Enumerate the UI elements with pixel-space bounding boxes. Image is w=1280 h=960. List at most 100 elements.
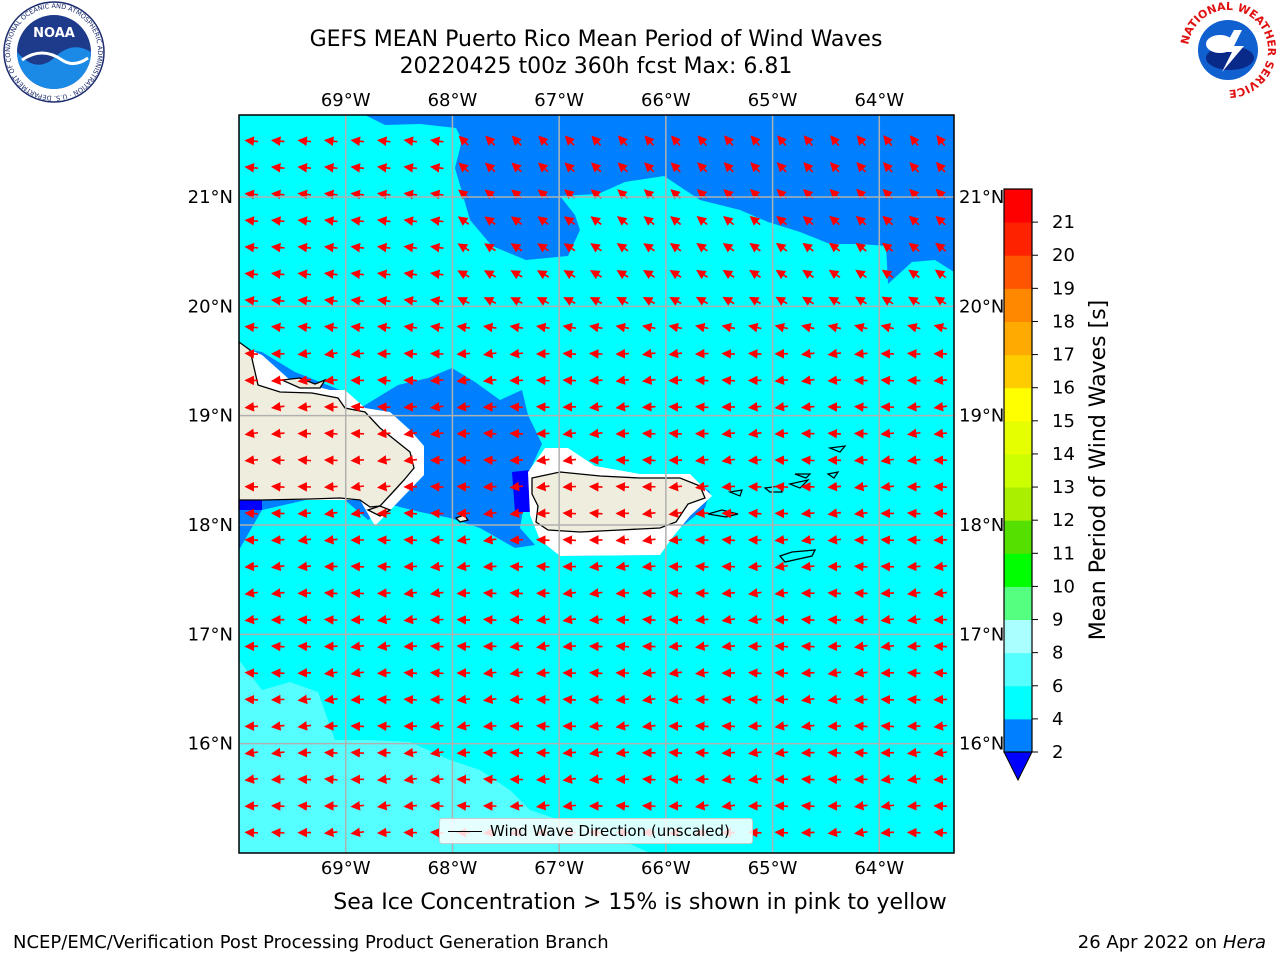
wind-wave-arrow <box>323 827 338 838</box>
wind-wave-arrow <box>484 243 496 253</box>
wind-wave-arrow <box>244 827 259 838</box>
footer-producer: NCEP/EMC/Verification Post Processing Pr… <box>13 932 609 953</box>
wind-wave-arrow <box>696 269 709 280</box>
wind-wave-arrow <box>641 801 656 811</box>
wind-wave-arrow <box>668 588 683 599</box>
wind-wave-arrow <box>457 216 470 226</box>
wind-wave-arrow <box>907 323 921 333</box>
wind-wave-arrow <box>880 481 895 492</box>
wind-wave-arrow <box>694 721 709 732</box>
wind-wave-arrow <box>668 801 683 811</box>
wind-wave-arrow <box>297 615 312 625</box>
lat-label-right: 17°N <box>959 624 1004 645</box>
wind-wave-arrow <box>403 455 418 465</box>
wind-wave-arrow <box>800 641 815 652</box>
sombrero-island <box>827 445 847 453</box>
wind-wave-arrow <box>323 269 338 279</box>
wind-wave-arrow <box>827 508 842 518</box>
wind-wave-arrow <box>509 402 524 412</box>
period-below-2-patch-west <box>239 500 262 510</box>
wind-wave-arrow <box>880 641 895 651</box>
wind-wave-arrow <box>694 561 709 572</box>
wind-wave-arrow <box>748 322 762 333</box>
wind-wave-arrow <box>536 297 550 306</box>
wind-wave-arrow <box>668 748 683 758</box>
wind-wave-arrow <box>775 296 788 306</box>
colorbar-under-extension <box>1003 751 1033 782</box>
wind-wave-arrow <box>589 322 603 333</box>
lat-label-left: 19°N <box>188 406 233 427</box>
colorbar-tick-label: 17 <box>1052 345 1075 366</box>
wind-wave-arrow <box>350 721 365 732</box>
wind-wave-arrow <box>323 189 338 200</box>
wind-wave-arrow <box>510 297 523 306</box>
wind-wave-arrow <box>376 269 391 280</box>
wind-wave-arrow <box>694 348 709 359</box>
wind-wave-arrow <box>376 428 391 439</box>
wind-wave-arrow <box>723 135 734 147</box>
wind-wave-arrow <box>855 296 868 306</box>
wind-wave-arrow <box>933 428 948 439</box>
wind-wave-arrow <box>853 508 868 518</box>
wind-wave-arrow <box>880 827 895 838</box>
wind-wave-arrow <box>270 136 285 146</box>
wind-wave-arrow <box>244 614 259 625</box>
wind-wave-arrow <box>403 216 418 226</box>
wind-wave-arrow <box>641 402 656 412</box>
wind-wave-arrow <box>774 747 789 758</box>
wind-wave-arrow <box>403 801 418 811</box>
wind-wave-arrow <box>429 375 444 386</box>
wind-wave-arrow <box>429 614 444 625</box>
lon-label-top: 69°W <box>321 90 371 111</box>
colorbar-bin <box>1004 387 1032 422</box>
wind-wave-arrow <box>244 242 259 253</box>
wind-wave-arrow <box>827 667 842 678</box>
wind-wave-arrow <box>482 534 497 545</box>
wind-wave-arrow <box>668 535 683 545</box>
wind-wave-arrow <box>509 694 524 705</box>
wind-wave-arrow <box>323 508 338 518</box>
lon-label-top: 67°W <box>534 90 584 111</box>
wind-wave-arrow <box>800 801 815 811</box>
wind-wave-arrow <box>509 588 524 599</box>
lon-label-bottom: 69°W <box>321 858 371 879</box>
wind-wave-arrow <box>429 668 444 678</box>
wind-wave-arrow <box>694 481 709 492</box>
wind-wave-arrow <box>644 135 655 146</box>
wind-wave-arrow <box>429 163 444 173</box>
wind-wave-arrow <box>935 161 946 173</box>
wind-wave-arrow <box>588 561 603 572</box>
wind-wave-arrow <box>669 269 682 280</box>
wind-wave-arrow <box>669 243 682 253</box>
wind-wave-arrow <box>589 270 603 280</box>
wind-wave-arrow <box>509 535 524 545</box>
wind-wave-arrow <box>323 667 338 678</box>
wind-wave-arrow <box>906 349 921 359</box>
wind-wave-arrow <box>854 323 868 333</box>
virgin-islands-1 <box>707 509 739 518</box>
wind-wave-arrow <box>827 827 842 838</box>
wind-wave-arrow <box>616 216 629 226</box>
wind-wave-arrow <box>562 428 577 439</box>
wind-wave-arrow <box>641 428 656 439</box>
wind-wave-arrow <box>376 189 391 200</box>
wind-wave-arrow <box>800 375 815 385</box>
footer-date: 26 Apr 2022 on Hera <box>1078 932 1266 953</box>
wind-wave-arrow <box>376 163 391 173</box>
wind-wave-arrow <box>906 561 921 572</box>
wind-wave-arrow <box>350 588 365 599</box>
wind-wave-arrow <box>297 694 312 705</box>
wind-wave-arrow <box>376 375 391 386</box>
wind-wave-arrow <box>774 694 789 705</box>
wind-wave-arrow <box>694 668 709 678</box>
wind-wave-arrow <box>697 162 708 173</box>
wind-wave-arrow <box>936 135 947 147</box>
wind-wave-arrow <box>828 269 841 280</box>
map-legend: Wind Wave Direction (unscaled) <box>439 818 753 844</box>
wind-wave-arrow <box>456 615 471 625</box>
wind-wave-arrow <box>800 455 815 466</box>
wind-wave-arrow <box>906 668 921 678</box>
wind-wave-arrow <box>511 162 522 173</box>
wind-wave-arrow <box>694 455 709 465</box>
